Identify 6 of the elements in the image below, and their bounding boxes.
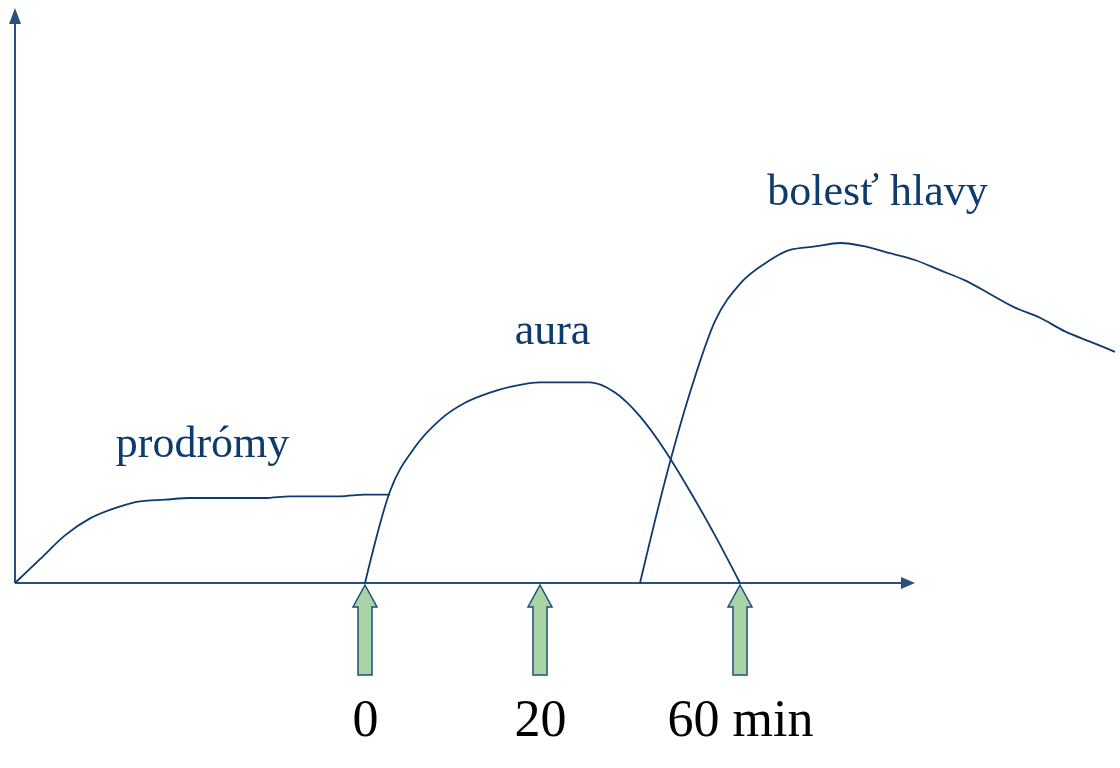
- series-label: aura: [514, 305, 591, 355]
- x-tick-label: 20: [514, 690, 567, 747]
- series-label: bolesť hlavy: [767, 166, 988, 215]
- series-label: prodrómy: [115, 417, 290, 467]
- x-tick-label: 60 min: [667, 690, 814, 747]
- x-tick-label: 0: [352, 690, 379, 747]
